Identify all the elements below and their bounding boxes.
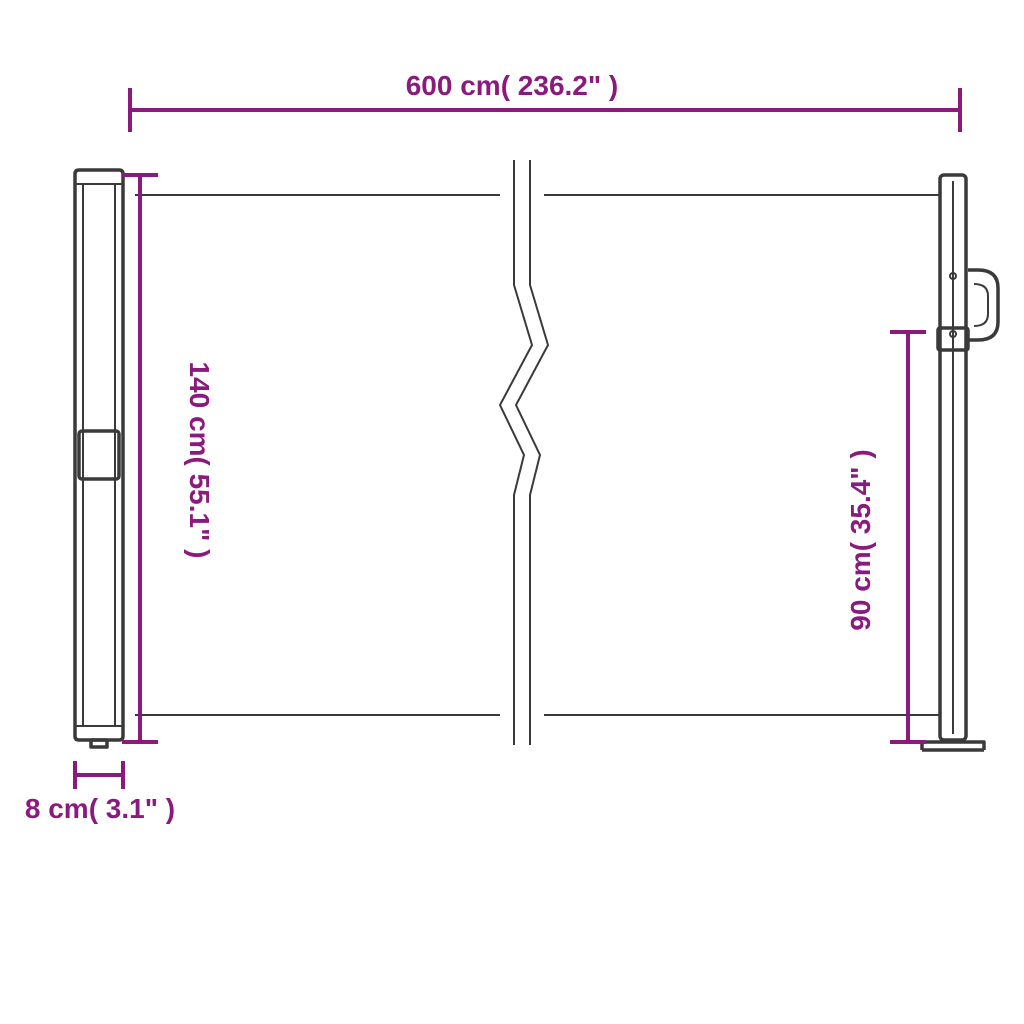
dimension-post-label: 90 cm( 35.4" ) bbox=[845, 449, 876, 630]
dimension-annotations: 600 cm( 236.2" ) 140 cm( 55.1" ) 90 cm( 35… bbox=[25, 70, 960, 824]
dimension-depth-label: 8 cm( 3.1" ) bbox=[25, 793, 175, 824]
dimension-height-label: 140 cm( 55.1" ) bbox=[184, 362, 215, 559]
dimension-width-label: 600 cm( 236.2" ) bbox=[406, 70, 619, 101]
